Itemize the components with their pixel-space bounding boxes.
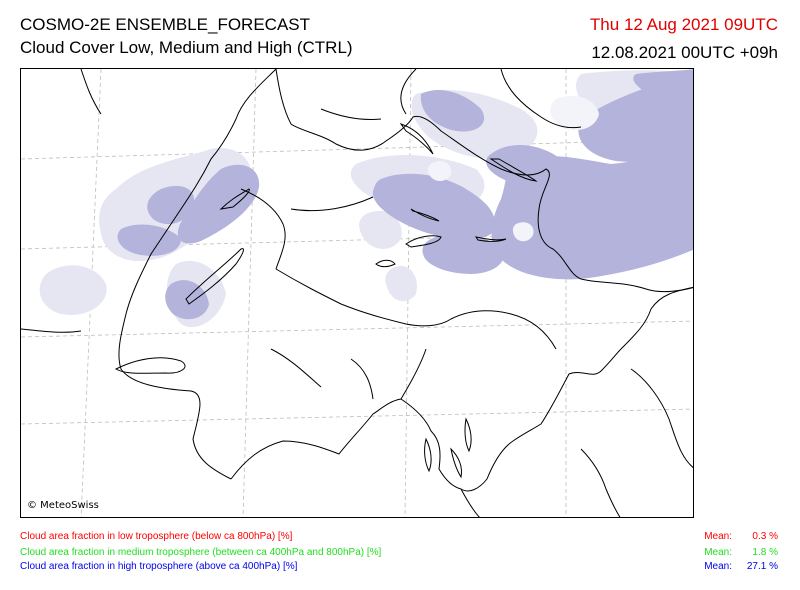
lakes	[114, 123, 538, 479]
valid-time: Thu 12 Aug 2021 09UTC	[589, 15, 778, 34]
lake-thun	[410, 208, 440, 222]
cloud-area-dark	[117, 69, 693, 320]
lake-sarnen	[375, 259, 396, 268]
legend-high-mean-label: Mean:	[704, 561, 732, 572]
map-canvas	[21, 69, 693, 517]
legend-high-label: Cloud area fraction in high troposphere …	[20, 561, 298, 572]
lake-walen	[474, 236, 507, 242]
copyright-label: © MeteoSwiss	[27, 500, 99, 511]
lake-como	[464, 417, 472, 453]
lake-maggiore	[424, 437, 432, 473]
legend-low-mean-label: Mean:	[704, 531, 732, 542]
lake-neuchatel	[185, 248, 244, 305]
legend-medium-mean-value: 1.8 %	[752, 547, 778, 558]
lake-biel	[219, 188, 250, 210]
legend-low-mean-value: 0.3 %	[752, 531, 778, 542]
lake-lugano	[450, 447, 462, 479]
model-title: COSMO-2E ENSEMBLE_FORECAST	[20, 15, 311, 34]
legend-medium-mean: Mean: 1.8 %	[704, 547, 778, 559]
lake-constance-west	[399, 123, 434, 155]
legend-medium-mean-label: Mean:	[704, 547, 732, 558]
forecast-map: © MeteoSwiss	[20, 68, 694, 518]
legend-high-mean: Mean: 27.1 %	[704, 561, 778, 573]
cloud-gaps	[427, 95, 599, 242]
legend-low-label: Cloud area fraction in low troposphere (…	[20, 531, 293, 542]
legend-low-mean: Mean: 0.3 %	[704, 531, 778, 543]
lake-zurich	[489, 158, 538, 182]
borders	[21, 69, 693, 517]
lake-geneva	[114, 357, 186, 374]
run-time: 12.08.2021 00UTC +09h	[591, 43, 778, 62]
lake-lucerne	[405, 235, 442, 248]
legend-medium-label: Cloud area fraction in medium tropospher…	[20, 547, 382, 558]
legend-high-mean-value: 27.1 %	[746, 561, 778, 572]
product-title: Cloud Cover Low, Medium and High (CTRL)	[20, 38, 353, 57]
